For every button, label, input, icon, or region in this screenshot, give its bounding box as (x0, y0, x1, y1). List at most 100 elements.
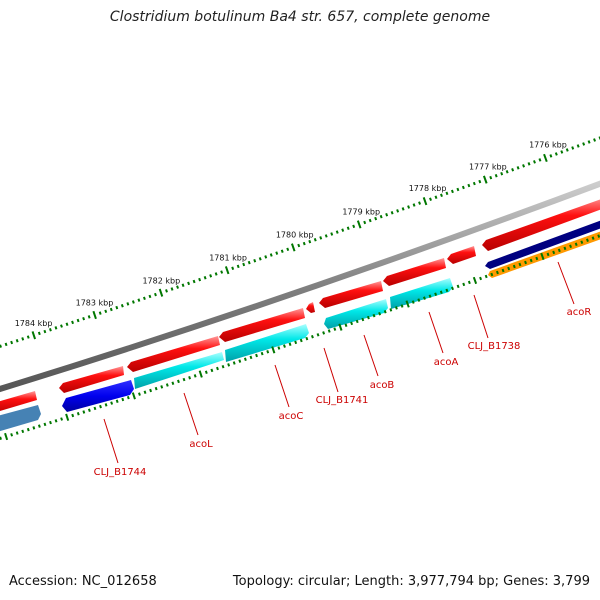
gene-forward-8[interactable] (447, 246, 476, 264)
minor-tick (187, 281, 191, 286)
minor-tick (434, 292, 438, 297)
gene-forward-9[interactable] (482, 196, 600, 251)
minor-tick (138, 392, 141, 396)
minor-tick (264, 255, 268, 259)
minor-tick (574, 242, 578, 247)
gene-navy[interactable] (485, 217, 600, 269)
major-tick (92, 310, 97, 320)
major-tick (31, 331, 37, 340)
minor-tick (586, 238, 589, 242)
minor-tick (120, 304, 124, 308)
label-clj-b1738: CLJ_B1738 (468, 341, 521, 352)
major-tick (65, 413, 70, 421)
minor-tick (507, 266, 511, 271)
minor-tick (472, 181, 476, 186)
gene-forward-1[interactable] (0, 391, 37, 414)
gene-forward-5[interactable] (306, 302, 315, 313)
minor-tick (109, 307, 113, 312)
minor-tick (32, 426, 36, 430)
tick-label: 1777 kbp (469, 162, 507, 171)
minor-tick (495, 270, 499, 275)
tick-label: 1784 kbp (15, 319, 53, 328)
minor-tick (104, 403, 108, 407)
minor-tick (456, 284, 460, 289)
minor-tick (280, 249, 284, 253)
minor-tick (60, 417, 64, 421)
minor-tick (26, 335, 30, 339)
minor-tick (565, 148, 569, 152)
gene-acob[interactable] (324, 299, 388, 329)
minor-tick (126, 395, 130, 400)
minor-tick (533, 160, 536, 164)
minor-tick (400, 304, 404, 308)
label-clj-b1741: CLJ_B1741 (316, 395, 369, 406)
gene-forward-6[interactable] (319, 281, 383, 308)
minor-tick (297, 243, 301, 248)
minor-tick (209, 274, 213, 278)
minor-tick (299, 338, 303, 343)
inner-tick-marks (0, 234, 600, 441)
minor-tick (181, 283, 185, 287)
minor-tick (192, 279, 196, 284)
minor-tick (346, 226, 350, 230)
map-title: Clostridium botulinum Ba4 str. 657, comp… (109, 9, 491, 25)
minor-tick (322, 331, 326, 335)
minor-tick (569, 244, 573, 249)
minor-tick (238, 359, 242, 363)
minor-tick (467, 280, 471, 285)
minor-tick (378, 311, 382, 316)
major-tick (540, 252, 545, 261)
gene-acol[interactable] (134, 352, 224, 389)
minor-tick (361, 317, 365, 322)
minor-tick (450, 189, 454, 194)
minor-tick (115, 305, 119, 310)
minor-tick (204, 370, 208, 374)
minor-tick (243, 357, 247, 361)
minor-tick (518, 262, 522, 267)
minor-tick (249, 355, 253, 360)
minor-tick (576, 144, 580, 148)
minor-tick (82, 316, 86, 321)
minor-tick (522, 164, 526, 168)
minor-tick (538, 158, 542, 162)
minor-tick (266, 350, 270, 354)
gene-forward-2[interactable] (59, 366, 124, 393)
gene-forward-3[interactable] (127, 336, 220, 372)
minor-tick (593, 138, 596, 142)
genome-summary: Topology: circular; Length: 3,977,794 bp… (232, 574, 590, 589)
minor-tick (305, 336, 309, 341)
minor-tick (489, 175, 493, 180)
minor-tick (93, 406, 97, 411)
gene-reverse-steel[interactable] (0, 405, 41, 434)
minor-tick (546, 252, 550, 257)
minor-tick (552, 250, 556, 255)
minor-tick (177, 379, 180, 384)
tick-labels: 1784 kbp 1783 kbp 1782 kbp 1781 kbp 1780 kbp… (15, 141, 567, 328)
minor-tick (445, 191, 449, 196)
minor-tick (275, 251, 279, 255)
minor-tick (236, 264, 240, 269)
minor-tick (171, 381, 175, 385)
gene-acor[interactable] (488, 228, 600, 278)
gene-labels: CLJ_B1744 acoL acoC CLJ_B1741 acoB acoA … (94, 307, 592, 478)
gene-forward-4[interactable] (219, 308, 305, 342)
tick-label: 1780 kbp (276, 231, 314, 240)
minor-tick (277, 346, 281, 350)
gene-acoc[interactable] (225, 324, 309, 362)
minor-tick (48, 327, 52, 332)
minor-tick (429, 197, 432, 201)
major-tick (4, 432, 9, 441)
gene-forward-7[interactable] (383, 258, 446, 286)
gene-clj-b1744[interactable] (62, 380, 134, 412)
minor-tick (71, 320, 74, 325)
minor-tick (260, 351, 264, 356)
minor-tick (313, 238, 317, 242)
minor-tick (308, 239, 312, 244)
minor-tick (37, 424, 41, 428)
minor-tick (344, 323, 348, 328)
minor-tick (98, 311, 102, 315)
minor-tick (330, 232, 334, 236)
minor-tick (165, 383, 169, 387)
minor-tick (484, 274, 488, 279)
minor-tick (232, 361, 236, 365)
